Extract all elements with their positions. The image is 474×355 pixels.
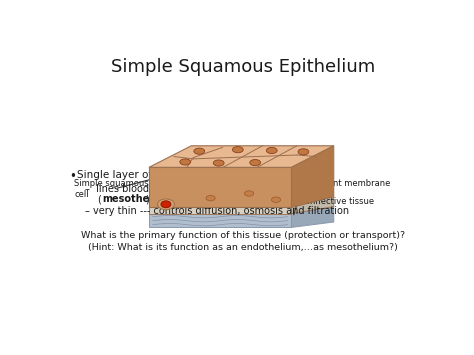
Polygon shape [149,146,334,167]
Text: ), closed body cavities: ), closed body cavities [204,184,313,193]
Ellipse shape [250,159,261,166]
Polygon shape [149,167,292,207]
Polygon shape [292,207,334,228]
Ellipse shape [266,147,277,154]
Ellipse shape [232,147,243,153]
Text: Simple squamous
cell: Simple squamous cell [74,179,149,198]
Text: (: ( [97,194,101,204]
Polygon shape [292,146,334,207]
Text: mesothelium: mesothelium [102,194,173,204]
Text: endothelium: endothelium [162,184,232,193]
Ellipse shape [272,197,281,202]
Text: •: • [70,170,76,183]
Ellipse shape [245,191,254,196]
Ellipse shape [298,149,309,155]
Text: Simple Squamous Epithelium: Simple Squamous Epithelium [111,58,375,76]
Ellipse shape [213,160,224,166]
Text: What is the primary function of this tissue (protection or transport)?: What is the primary function of this tis… [81,231,405,240]
Ellipse shape [157,199,174,210]
Polygon shape [149,197,334,207]
Polygon shape [149,207,292,214]
Text: Single layer of flat cells: Single layer of flat cells [77,170,200,180]
Ellipse shape [206,196,215,201]
Polygon shape [292,197,334,214]
Polygon shape [149,214,292,228]
Ellipse shape [161,201,171,208]
Text: – very thin --- controls diffusion, osmosis and filtration: – very thin --- controls diffusion, osmo… [85,206,349,216]
Text: Connective tissue: Connective tissue [299,197,374,207]
Text: (Hint: What is its function as an endothelium,…as mesothelium?): (Hint: What is its function as an endoth… [88,243,398,252]
Text: ): ) [145,194,149,204]
Text: Basement membrane: Basement membrane [299,179,391,188]
Ellipse shape [180,159,191,165]
Text: –  lines blood vessels (: – lines blood vessels ( [85,184,195,193]
Polygon shape [149,207,334,214]
Ellipse shape [194,148,205,154]
